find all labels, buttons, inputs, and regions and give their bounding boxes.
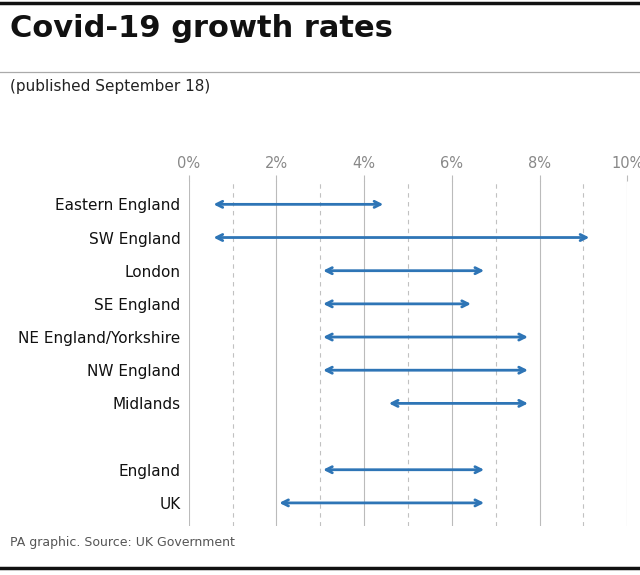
Text: PA graphic. Source: UK Government: PA graphic. Source: UK Government <box>10 536 234 549</box>
Text: Covid-19 growth rates: Covid-19 growth rates <box>10 14 392 43</box>
Text: (published September 18): (published September 18) <box>10 79 210 94</box>
